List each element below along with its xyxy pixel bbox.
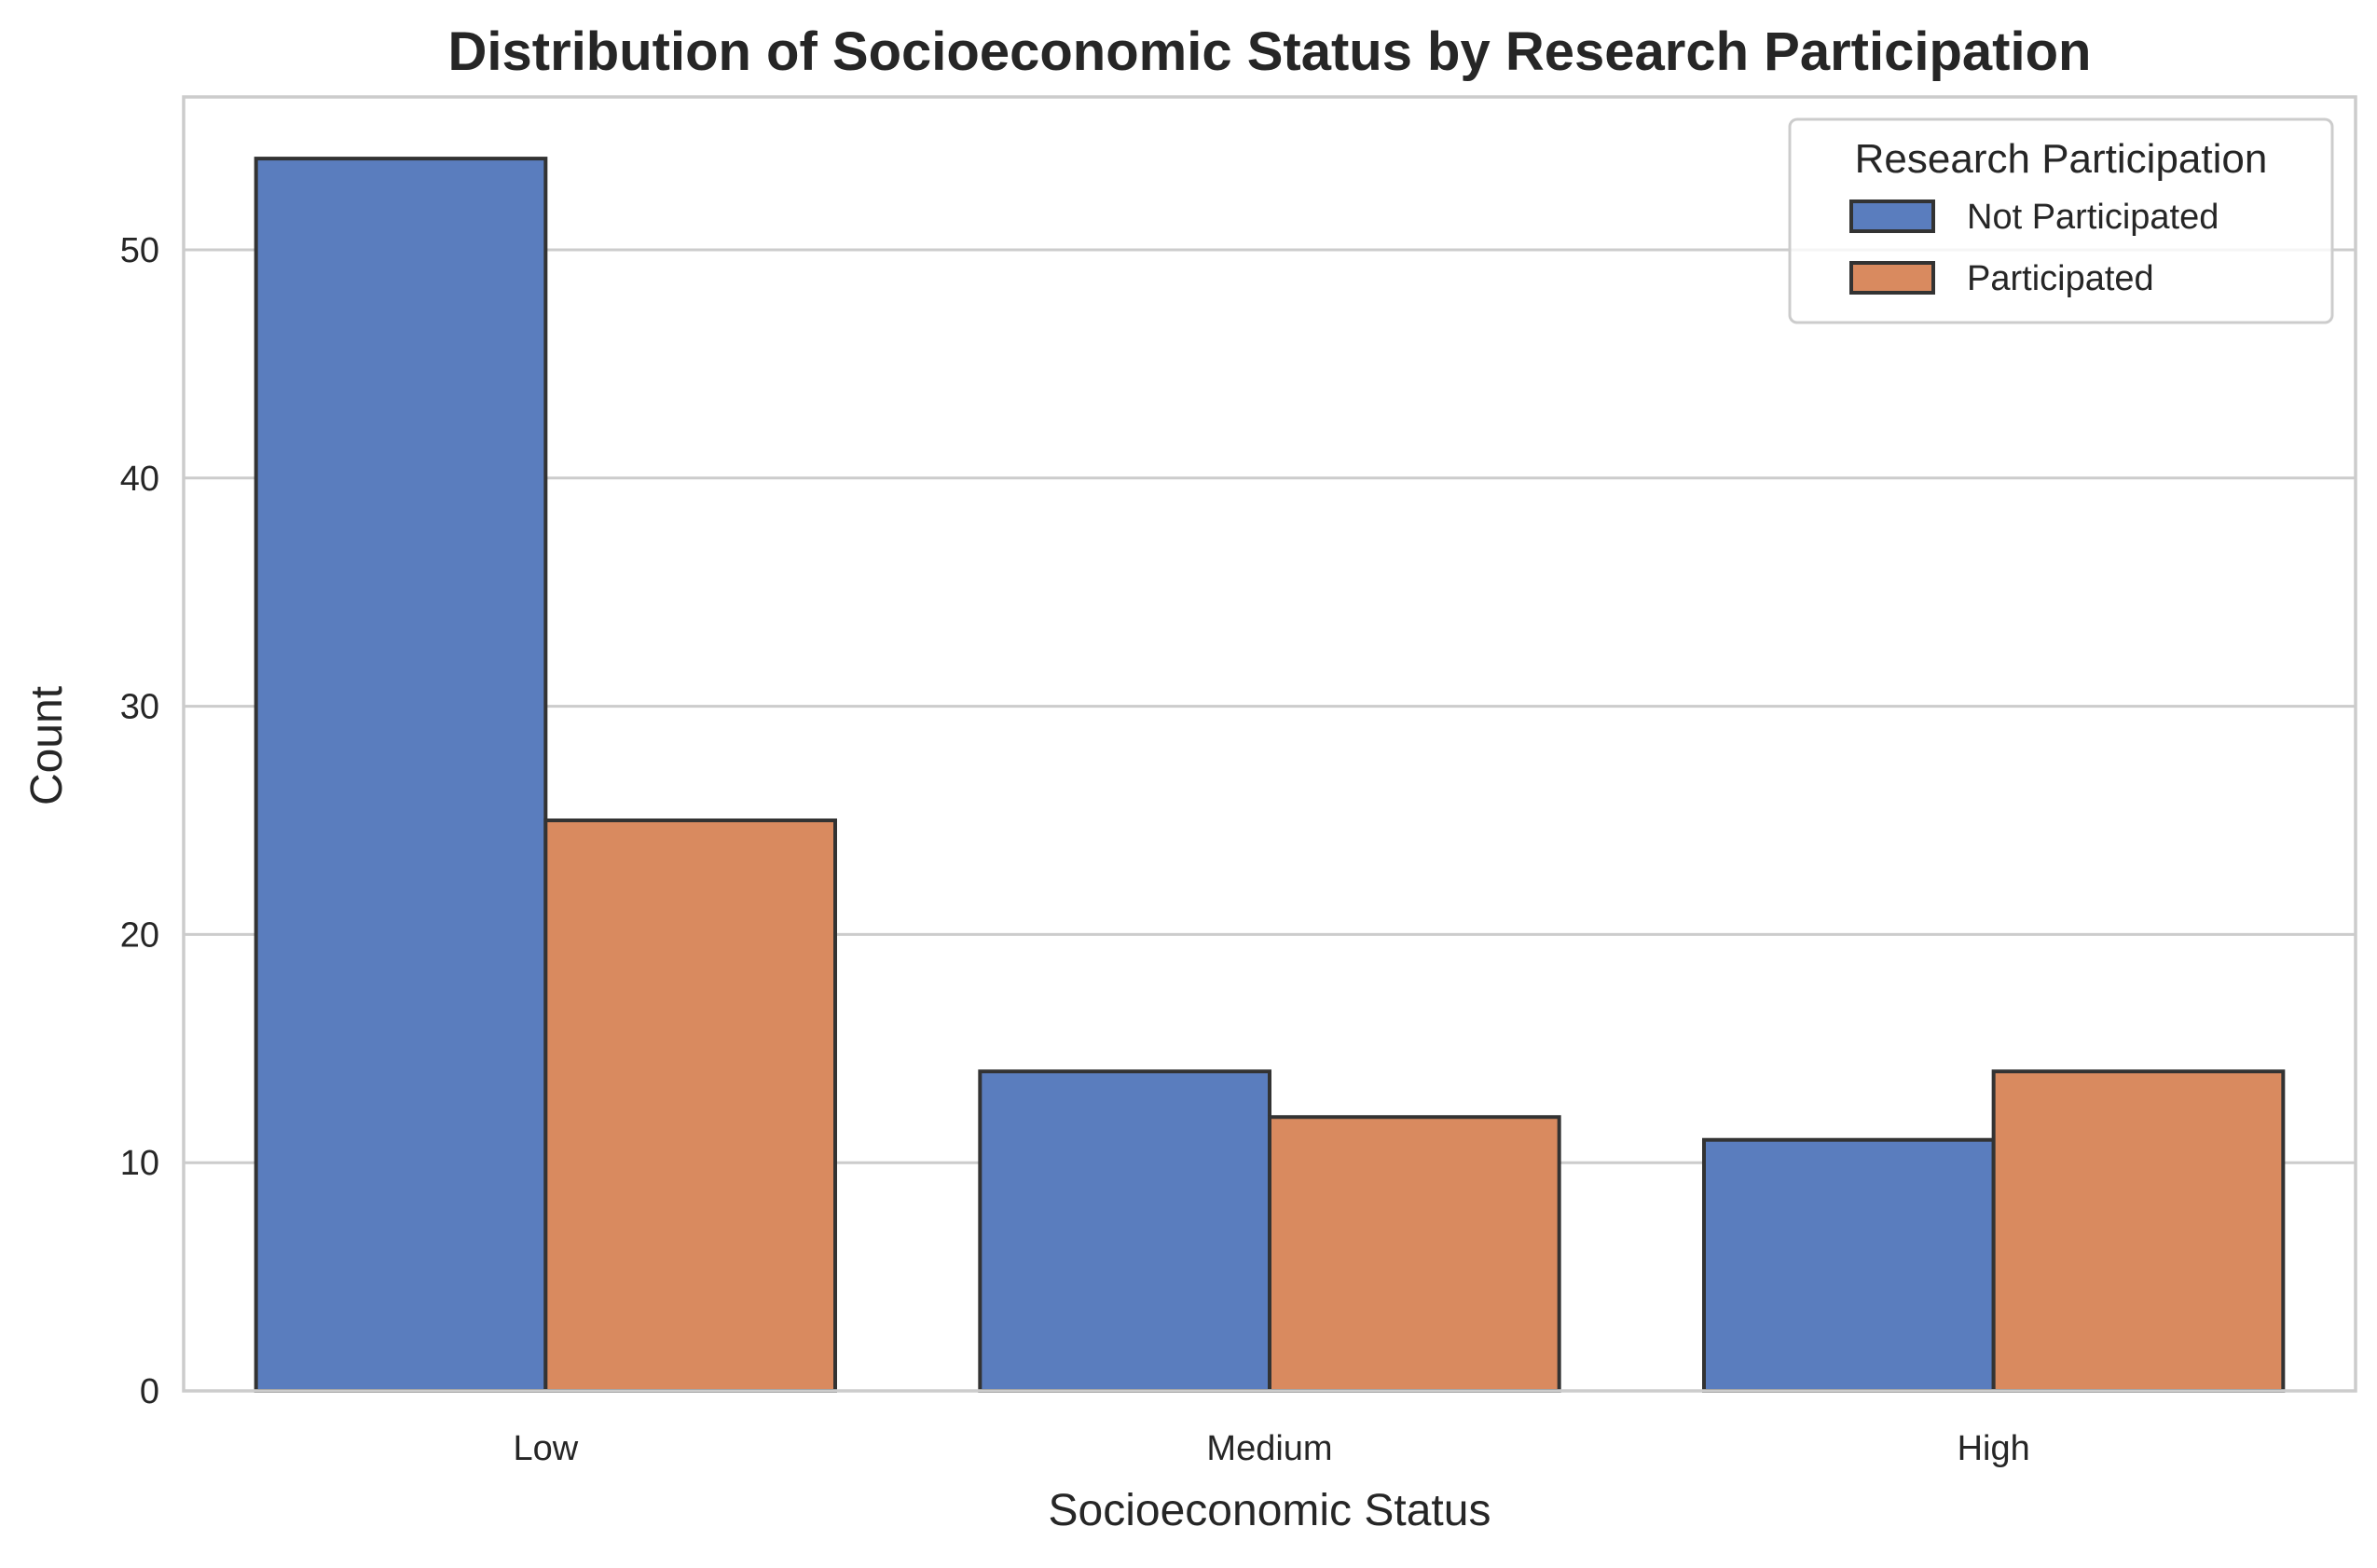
legend-label: Not Participated: [1967, 198, 2219, 237]
y-tick-label: 50: [120, 231, 159, 270]
bar-medium-not-participated: [978, 1069, 1272, 1393]
x-tick-label-low: Low: [513, 1429, 578, 1468]
y-tick-labels: 0 10 20 30 40 50: [120, 231, 159, 1411]
y-tick-label: 10: [120, 1144, 159, 1183]
bar-low-not-participated: [254, 157, 548, 1394]
legend-title: Research Participation: [1855, 136, 2268, 182]
x-tick-label-high: High: [1958, 1429, 2030, 1468]
bars: [254, 157, 2286, 1394]
x-tick-label-medium: Medium: [1206, 1429, 1332, 1468]
y-axis-label: Count: [22, 686, 72, 805]
legend-entries: Not Participated Participated: [1849, 198, 2219, 298]
legend-swatch: [1849, 199, 1935, 233]
y-tick-label: 30: [120, 688, 159, 727]
bar-high-not-participated: [1702, 1137, 1996, 1394]
bar-medium-participated: [1268, 1115, 1561, 1394]
x-axis-label: Socioeconomic Status: [1049, 1486, 1491, 1535]
legend-label: Participated: [1967, 259, 2154, 298]
y-tick-label: 0: [140, 1372, 159, 1411]
bar-low-participated: [543, 818, 837, 1393]
legend: Research Participation Not Participated P…: [1788, 117, 2334, 324]
chart-title: Distribution of Socioeconomic Status by …: [448, 21, 2092, 82]
legend-swatch: [1849, 261, 1935, 295]
y-tick-label: 20: [120, 915, 159, 955]
y-tick-label: 40: [120, 460, 159, 499]
plot-frame: [182, 95, 2357, 1393]
bar-high-participated: [1991, 1069, 2286, 1393]
x-tick-labels: Low Medium High: [513, 1429, 2029, 1468]
